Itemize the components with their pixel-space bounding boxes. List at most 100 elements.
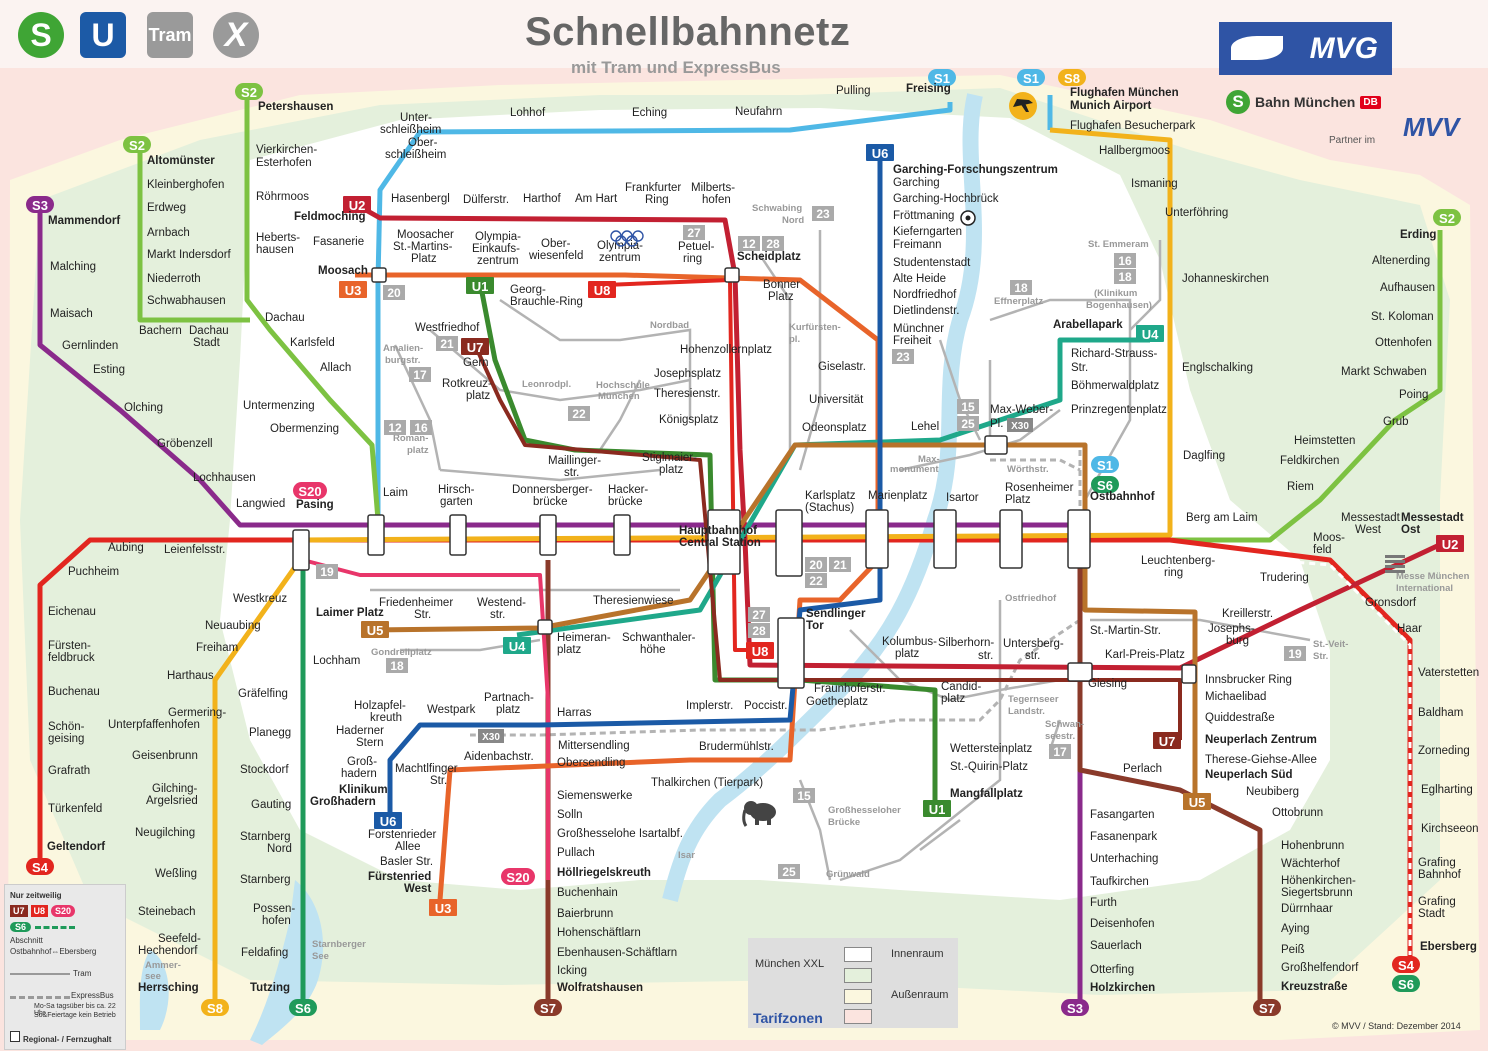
station-label: Dachau — [189, 325, 229, 337]
station-label: Nord — [267, 843, 292, 855]
interchange-box-1 — [449, 514, 467, 556]
station-label: platz — [659, 464, 684, 476]
tram-stop-label: seestr. — [1045, 731, 1075, 742]
station-label: Silberhorn- — [938, 637, 994, 649]
line-badge-u4-12: U4 — [1136, 325, 1164, 342]
station-label: Garching-Hochbrück — [893, 193, 999, 205]
station-label: Gernlinden — [62, 340, 118, 352]
tram-line-number: 18 — [1114, 269, 1136, 284]
line-badge-s6-29: S6 — [289, 999, 317, 1016]
station-label: Josephs- — [1208, 623, 1255, 635]
station-label: Unterföhring — [1165, 207, 1228, 219]
station-label: Fasanerie — [313, 236, 364, 248]
station-label: Klinikum — [339, 784, 388, 796]
line-badge-s2-1: S2 — [123, 136, 151, 153]
station-label: Großhesselohe Isartalbf. — [557, 828, 683, 840]
tram-line-number-label: 17 — [1053, 745, 1067, 759]
line-badge-s20-14: S20 — [293, 482, 327, 499]
line-u4-route-12 — [516, 337, 1150, 638]
tram-line-number: 19 — [316, 564, 338, 579]
tram-line-number-label: 20 — [387, 286, 401, 300]
line-badge-s2-13: S2 — [1433, 209, 1461, 226]
tram-line-number-label: 22 — [809, 574, 823, 588]
station-label: Kreuzstraße — [1281, 981, 1347, 993]
station-label: Eglharting — [1421, 784, 1473, 796]
station-label: Einkaufs- — [472, 243, 520, 255]
line-badge-s1-15: S1 — [1091, 456, 1119, 473]
line-badge-label: S6 — [1097, 478, 1113, 493]
station-label: schleißheim — [380, 124, 441, 136]
line-badge-label: U4 — [509, 639, 526, 654]
station-label: Röhrmoos — [256, 191, 309, 203]
legend-expressbus-line — [10, 996, 70, 999]
tram-stop-label: Brücke — [828, 817, 860, 828]
legend-u7-badge: U7 — [10, 905, 28, 917]
zone-inner — [220, 108, 1330, 900]
station-label: Argelsried — [146, 795, 198, 807]
station-label: platz — [557, 644, 582, 656]
station-label: Höhenkirchen- — [1281, 875, 1356, 887]
station-label: Possen- — [253, 903, 295, 915]
tram-line-number: 12 — [738, 236, 760, 251]
station-label: Untersberg- — [1003, 638, 1064, 650]
line-s20-route-8 — [302, 558, 550, 880]
station-label: Maillinger- — [548, 455, 601, 467]
interchange-box-9 — [1067, 509, 1091, 569]
station-label: brücke — [533, 496, 568, 508]
tram-stop-label: see — [145, 971, 161, 982]
line-badge-label: S4 — [32, 860, 49, 875]
station-label: Olching — [124, 402, 163, 414]
station-label: Thalkirchen (Tierpark) — [651, 777, 763, 789]
station-label: Marienplatz — [868, 490, 928, 502]
line-badge-s1-9: S1 — [1017, 69, 1045, 86]
station-label: Siemenswerke — [557, 790, 632, 802]
line-badge-u1-5: U1 — [466, 277, 494, 294]
expressbus-number-label: X30 — [482, 732, 500, 743]
station-label: Starnberg — [240, 831, 291, 843]
legend-tram-label: Tram — [73, 969, 92, 978]
station-label: Karlsfeld — [290, 337, 335, 349]
station-label: platz — [496, 704, 521, 716]
station-label: Stockdorf — [240, 764, 289, 776]
tram-stop-label: Hochschule — [596, 380, 650, 391]
station-label: Leienfelsstr. — [164, 544, 225, 556]
line-badge-label: S1 — [1023, 71, 1039, 86]
station-label: Englschalking — [1182, 362, 1253, 374]
station-label: Str. — [430, 775, 447, 787]
station-label: Gauting — [251, 799, 291, 811]
line-badge-label: S1 — [1097, 458, 1113, 473]
tram-stop-label: Messe München — [1396, 571, 1470, 582]
line-badge-u7-7: U7 — [461, 338, 489, 355]
tram-logo: Tram — [147, 12, 193, 58]
station-label: Fraunhoferstr. — [814, 683, 886, 695]
interchange-box-11 — [777, 617, 805, 689]
line-badge-label: U1 — [472, 279, 489, 294]
station-label: Flughafen München — [1070, 87, 1179, 99]
station-label: Allach — [320, 362, 351, 374]
station-label: Eching — [632, 107, 667, 119]
station-label: Erding — [1400, 229, 1436, 241]
station-label: Vaterstetten — [1418, 667, 1479, 679]
partner-label: Partner im — [1329, 135, 1376, 146]
station-label: Altomünster — [147, 155, 215, 167]
station-label: Dachau — [265, 312, 305, 324]
expressbus-network — [470, 450, 1082, 737]
station-label: Milberts- — [691, 182, 735, 194]
station-label: Malching — [50, 261, 96, 273]
station-label: Dürrnhaar — [1281, 903, 1333, 915]
interchange-box-4 — [707, 509, 741, 575]
line-s2-route-2 — [1170, 230, 1443, 543]
station-label: Münchner — [893, 323, 944, 335]
interchange-box-7 — [933, 509, 957, 569]
tram-logo-label: Tram — [148, 24, 192, 45]
station-label: Schön- — [48, 721, 85, 733]
station-label: Donnersberger- — [512, 484, 593, 496]
tram-line-number: 18 — [386, 658, 408, 673]
tram-stop-label: St. Emmeram — [1088, 239, 1149, 250]
tram-line-numbers: 23 12 28 27 20 21 17 12 16 22 23 18 16 18 15 25 19 20 21 22… — [316, 206, 1306, 879]
line-badge-label: S20 — [298, 484, 321, 499]
station-label: Gronsdorf — [1365, 597, 1417, 609]
station-label: Ebenhausen-Schäftlarn — [557, 947, 677, 959]
station-label: Riem — [1287, 481, 1314, 493]
